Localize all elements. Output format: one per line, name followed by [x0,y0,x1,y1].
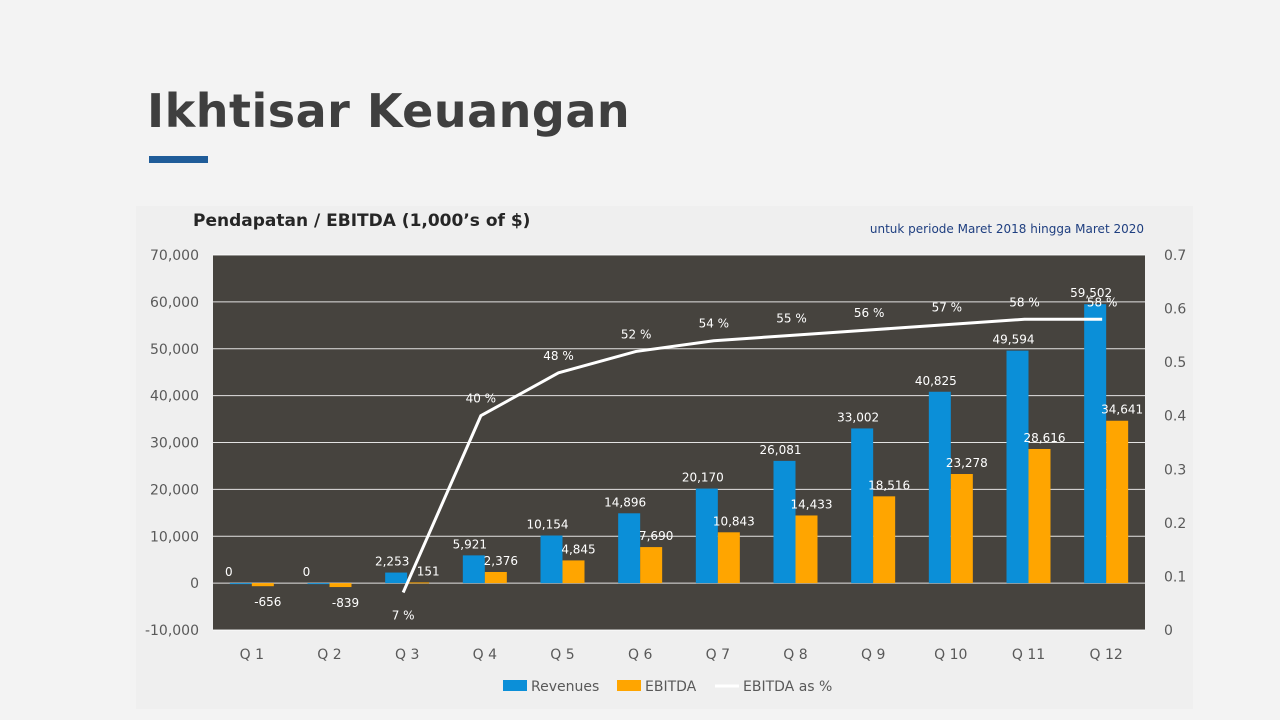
ebitda-bar [329,583,352,588]
ebitda-bar [1028,448,1051,584]
x-tick-label: Q 1 [240,647,264,663]
revenue-bar [773,460,796,584]
legend-label-revenues: Revenues [531,679,599,695]
ebitda-data-label: 18,516 [868,478,910,492]
ebitda-bar [795,515,818,584]
x-tick-label: Q 6 [628,647,652,663]
y2-tick-label: 0 [1164,623,1173,639]
revenue-data-label: 14,896 [604,495,646,509]
y2-tick-label: 0.1 [1164,569,1186,585]
y2-tick-label: 0.4 [1164,409,1186,425]
revenue-data-label: 26,081 [760,443,802,457]
revenue-bar [307,583,330,585]
ebitda-bar [251,583,274,587]
ebitda-percent-data-label: 40 % [466,392,497,406]
revenue-data-label: 33,002 [837,410,879,424]
x-tick-label: Q 7 [706,647,730,663]
ebitda-percent-data-label: 58 % [1087,295,1118,309]
x-tick-label: Q 9 [861,647,885,663]
x-tick-label: Q 5 [550,647,574,663]
ebitda-bar [717,532,740,584]
ebitda-percent-data-label: 55 % [776,311,807,325]
revenue-bar [462,555,485,584]
chart-subtitle: untuk periode Maret 2018 hingga Maret 20… [869,222,1144,236]
y-tick-label: 30,000 [150,436,199,452]
chart-title: Pendapatan / EBITDA (1,000’s of $) [193,211,531,231]
ebitda-bar [484,571,507,584]
ebitda-data-label: 4,845 [561,542,595,556]
slide-title: Ikhtisar Keuangan [147,84,631,138]
legend-swatch-revenues [503,680,527,691]
y-tick-label: 0 [190,576,199,592]
ebitda-bar [950,474,973,584]
y-tick-label: 70,000 [150,248,199,264]
y-tick-label: 50,000 [150,342,199,358]
legend-swatch-ebitda [617,680,641,691]
x-tick-label: Q 2 [317,647,341,663]
y2-tick-label: 0.6 [1164,302,1186,318]
title-accent-bar [149,156,208,163]
ebitda-percent-data-label: 7 % [392,609,415,623]
revenue-bar [695,488,718,584]
ebitda-percent-data-label: 54 % [699,317,730,331]
revenue-bar [385,572,408,584]
ebitda-bar [640,547,663,584]
ebitda-percent-line [401,317,1103,594]
ebitda-bar [873,496,896,584]
ebitda-percent-data-label: 48 % [543,349,574,363]
y2-tick-label: 0.2 [1164,516,1186,532]
ebitda-data-label: -839 [332,596,359,610]
revenue-bar [851,428,874,584]
y-tick-label: 40,000 [150,389,199,405]
revenue-bar [928,391,951,584]
x-tick-label: Q 10 [934,647,967,663]
revenue-bar [1084,304,1107,584]
revenue-data-label: 40,825 [915,374,957,388]
y-tick-label: 20,000 [150,482,199,498]
ebitda-bar [1106,420,1129,584]
revenue-data-label: 20,170 [682,471,724,485]
ebitda-data-label: 28,616 [1024,431,1066,445]
revenue-data-label: 0 [303,565,311,579]
ebitda-data-label: 7,690 [639,529,673,543]
ebitda-data-label: 34,641 [1101,403,1143,417]
revenue-data-label: 59,502 [1070,286,1112,300]
ebitda-data-label: 151 [417,564,440,578]
y-tick-label: 10,000 [150,529,199,545]
ebitda-percent-data-label: 57 % [932,301,963,315]
revenue-data-label: 2,253 [375,555,409,569]
x-tick-label: Q 11 [1012,647,1045,663]
revenue-data-label: 0 [225,565,233,579]
revenue-bar [618,513,641,584]
legend-label-ebitda: EBITDA [645,679,697,695]
revenue-data-label: 10,154 [527,518,569,532]
ebitda-data-label: -656 [254,595,281,609]
ebitda-bar [562,560,585,584]
ebitda-bar [407,582,430,584]
ebitda-percent-data-label: 56 % [854,306,885,320]
revenue-data-label: 5,921 [453,537,487,551]
x-tick-label: Q 8 [783,647,807,663]
ebitda-data-label: 10,843 [713,514,755,528]
y-tick-label: -10,000 [145,623,199,639]
revenue-bar [540,535,563,584]
revenue-bar [1006,350,1029,584]
x-tick-label: Q 3 [395,647,419,663]
ebitda-data-label: 23,278 [946,456,988,470]
x-tick-label: Q 4 [473,647,497,663]
y-tick-label: 60,000 [150,295,199,311]
x-tick-label: Q 12 [1090,647,1123,663]
revenue-bar [229,583,252,585]
y2-tick-label: 0.5 [1164,355,1186,371]
revenue-data-label: 49,594 [993,333,1035,347]
ebitda-data-label: 14,433 [791,497,833,511]
legend-label-ebitda-percent: EBITDA as % [743,679,832,695]
y2-tick-label: 0.7 [1164,248,1186,264]
ebitda-percent-data-label: 58 % [1009,295,1040,309]
y2-tick-label: 0.3 [1164,462,1186,478]
ebitda-percent-data-label: 52 % [621,327,652,341]
ebitda-data-label: 2,376 [484,554,518,568]
